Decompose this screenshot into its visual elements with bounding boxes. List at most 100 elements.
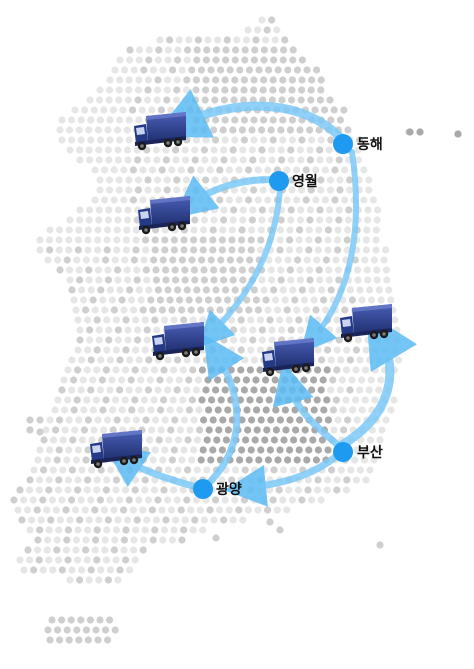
map-dot (125, 496, 133, 504)
map-dot (214, 36, 222, 44)
map-dot (301, 426, 309, 434)
map-dot (248, 126, 256, 134)
map-dot (295, 446, 303, 454)
map-dot (75, 266, 83, 274)
map-dot (298, 386, 306, 394)
map-dot (124, 216, 132, 224)
map-dot (361, 396, 369, 404)
map-dot (200, 226, 208, 234)
map-dot (274, 66, 282, 74)
map-dot (333, 366, 341, 374)
city-marker-yeongwol[interactable]: 영월 (269, 171, 318, 191)
map-dot (212, 116, 220, 124)
map-dot (154, 176, 162, 184)
map-dot (131, 396, 139, 404)
map-dot (112, 526, 120, 534)
map-dot (197, 66, 205, 74)
map-dot (284, 456, 292, 464)
map-dot (197, 456, 205, 464)
map-dot (126, 356, 134, 364)
map-dot (342, 486, 350, 494)
map-dot (78, 566, 86, 574)
map-dot (240, 116, 248, 124)
map-dot (148, 506, 156, 514)
map-dot (240, 86, 248, 94)
map-dot (122, 366, 130, 374)
map-dot (258, 146, 266, 154)
map-dot (103, 526, 111, 534)
map-dot (141, 476, 149, 484)
map-dot (271, 376, 279, 384)
map-dot (43, 506, 51, 514)
map-dot (299, 436, 307, 444)
map-dot (137, 296, 145, 304)
map-dot (92, 536, 100, 544)
map-dot (44, 456, 52, 464)
map-dot (164, 286, 172, 294)
map-dot (216, 506, 224, 514)
map-dot (296, 276, 304, 284)
map-dot (354, 336, 362, 344)
map-dot (139, 196, 147, 204)
map-dot (360, 456, 368, 464)
map-dot (200, 516, 208, 524)
map-dot (266, 518, 274, 526)
map-dot (163, 186, 171, 194)
map-dot (295, 236, 303, 244)
map-dot (308, 386, 316, 394)
map-dot (189, 366, 197, 374)
map-dot (240, 496, 248, 504)
map-dot (101, 306, 109, 314)
map-dot (26, 556, 34, 564)
map-dot (66, 126, 74, 134)
city-marker-gwangyang[interactable]: 광양 (193, 479, 242, 499)
map-dot (325, 266, 333, 274)
map-dot (116, 116, 124, 124)
map-dot (151, 246, 159, 254)
city-marker-busan[interactable]: 부산 (333, 442, 383, 462)
map-dot (230, 206, 238, 214)
map-dot (152, 276, 160, 284)
map-dot (149, 536, 157, 544)
map-dot (375, 286, 383, 294)
map-dot (135, 356, 143, 364)
map-dot (271, 36, 279, 44)
map-dot (245, 66, 253, 74)
map-dot (336, 186, 344, 194)
map-dot (76, 576, 84, 584)
map-dot (247, 246, 255, 254)
map-dot (181, 146, 189, 154)
map-dot (90, 426, 98, 434)
map-dot (333, 486, 341, 494)
map-dot (54, 556, 63, 564)
map-dot (361, 256, 369, 264)
map-dot (268, 326, 276, 334)
map-dot (137, 376, 145, 384)
map-dot (276, 526, 284, 534)
map-dot (154, 56, 162, 64)
map-dot (189, 476, 197, 484)
map-dot (46, 236, 54, 244)
map-dot (158, 306, 166, 314)
map-dot (208, 366, 216, 374)
map-dot (275, 486, 283, 494)
map-dot (86, 336, 94, 344)
map-dot (75, 636, 83, 644)
map-dot (46, 416, 54, 424)
map-dot (16, 486, 24, 494)
map-dot (141, 526, 149, 534)
map-dot (285, 316, 293, 324)
map-dot (374, 206, 382, 214)
map-dot (160, 526, 168, 534)
map-dot (322, 256, 330, 264)
map-dot (111, 626, 119, 634)
map-dot (258, 156, 266, 164)
map-dot (135, 76, 143, 84)
map-dot (353, 416, 361, 424)
map-dot (120, 536, 128, 544)
city-label-yeongwol: 영월 (292, 173, 318, 190)
map-dot (130, 536, 138, 544)
city-marker-donghae[interactable]: 동해 (333, 134, 383, 154)
map-dot (58, 386, 66, 394)
map-dot (112, 396, 120, 404)
